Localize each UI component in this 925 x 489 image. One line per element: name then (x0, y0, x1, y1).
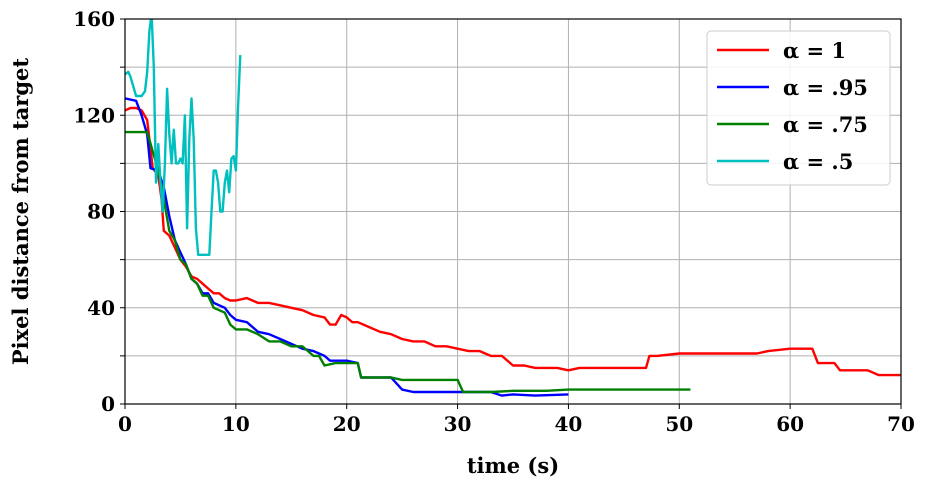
x-tick-label: 0 (118, 412, 132, 436)
x-axis-label: time (s) (467, 453, 559, 478)
y-tick-label: 160 (73, 7, 115, 31)
y-tick-label: 120 (73, 103, 115, 127)
x-tick-label: 40 (555, 412, 583, 436)
x-tick-label: 50 (665, 412, 693, 436)
series-line-1 (125, 97, 569, 397)
x-tick-label: 20 (333, 412, 361, 436)
x-tick-label: 70 (887, 412, 915, 436)
legend: α = 1 α = .95 α = .75 α = .5 (706, 30, 891, 186)
x-tick-label: 60 (776, 412, 804, 436)
legend-box (706, 30, 891, 186)
x-tick-label: 30 (444, 412, 472, 436)
axis-ticks: 0 10 20 30 40 50 60 70 0 40 80 120 160 (73, 7, 915, 436)
legend-label: α = .75 (783, 112, 868, 137)
y-tick-label: 0 (101, 392, 115, 416)
series-line-3 (125, 19, 242, 256)
legend-label: α = .5 (783, 149, 853, 174)
y-tick-label: 80 (87, 200, 115, 224)
series-layer (125, 19, 901, 397)
legend-label: α = .95 (783, 75, 868, 100)
series-line-2 (125, 130, 691, 394)
legend-label: α = 1 (783, 38, 846, 63)
y-tick-label: 40 (87, 296, 115, 320)
x-tick-label: 10 (222, 412, 250, 436)
y-axis-label: Pixel distance from target (8, 58, 33, 366)
